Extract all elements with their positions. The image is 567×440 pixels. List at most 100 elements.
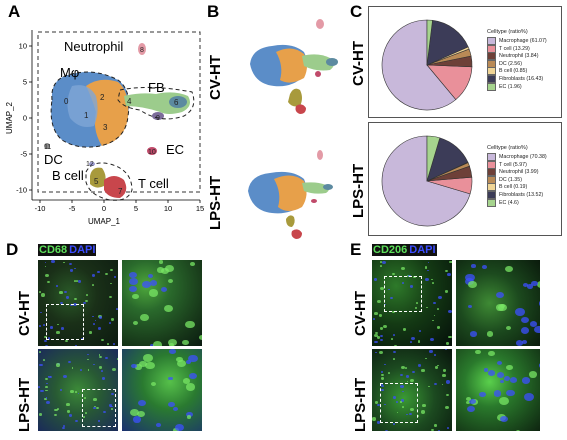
stained-cell (75, 280, 78, 282)
nucleus (44, 261, 47, 264)
nucleus (538, 300, 540, 307)
stained-cell (40, 293, 45, 297)
nucleus (60, 327, 64, 330)
legend-item: B cell (0.85) (487, 67, 527, 76)
legend-label: Macrophage (70.38) (499, 154, 547, 160)
nucleus (56, 285, 59, 287)
stained-cell (129, 408, 139, 416)
nucleus (381, 261, 386, 265)
cluster-6: 6 (174, 98, 179, 107)
stained-cell (43, 359, 46, 361)
nucleus (97, 271, 100, 274)
nucleus (92, 274, 96, 277)
nucleus (108, 403, 113, 407)
macrophage-cluster (50, 71, 130, 148)
nucleus (470, 331, 478, 337)
nucleus (38, 385, 41, 388)
nucleus (105, 356, 109, 360)
nucleus (500, 415, 508, 422)
stained-cell (59, 290, 63, 294)
stained-cell (465, 396, 471, 401)
nucleus (392, 350, 397, 354)
cluster-0: 0 (64, 97, 69, 106)
legend-item: EC (4.6) (487, 198, 519, 207)
stained-cell (428, 385, 431, 388)
stained-cell (414, 307, 417, 309)
nucleus (483, 367, 489, 372)
panel-d-row1-label: CV-HT (16, 291, 33, 336)
nucleus (487, 370, 496, 377)
stained-cell (448, 335, 452, 339)
nucleus (399, 373, 403, 377)
stained-cell (374, 331, 379, 335)
nucleus (168, 376, 173, 381)
panel-a-letter: A (8, 2, 21, 21)
stained-cell (108, 295, 112, 298)
panel-b-row1-label: CV-HT (207, 55, 224, 100)
nucleus (539, 361, 540, 370)
nucleus (45, 345, 49, 346)
nucleus (92, 315, 95, 317)
nucleus (186, 411, 194, 418)
y-axis-title: UMAP_2 (5, 101, 14, 134)
nucleus (65, 295, 70, 299)
legend-label: Fibroblasts (16.43) (499, 76, 544, 82)
nucleus (471, 264, 476, 269)
nucleus (468, 304, 473, 309)
stained-cell (421, 369, 425, 372)
nucleus (92, 406, 96, 410)
stained-cell (94, 405, 97, 408)
nucleus (188, 354, 198, 363)
stained-cell (445, 270, 448, 273)
legend-swatch (487, 75, 496, 83)
stained-cell (443, 369, 447, 373)
nucleus (520, 326, 530, 334)
stained-cell (505, 265, 514, 272)
nucleus (110, 405, 113, 408)
stained-cell (140, 314, 149, 321)
stained-cell (106, 343, 109, 345)
micrograph-e-lps-zoom (456, 349, 540, 431)
stained-cell (445, 405, 450, 410)
legend-swatch (487, 153, 496, 161)
x-tick-label: 0 (102, 204, 106, 213)
label-neutrophil: Neutrophil (64, 39, 123, 54)
stained-cell (415, 301, 418, 304)
stained-cell (380, 377, 384, 380)
stained-cell (186, 414, 192, 419)
nucleus (529, 321, 537, 327)
nucleus (433, 382, 438, 386)
nucleus (98, 327, 102, 330)
legend-swatch (487, 183, 496, 192)
nucleus (44, 339, 47, 342)
stained-cell (406, 380, 409, 383)
micrograph-d-cv-zoom (122, 260, 202, 346)
legend-item: EC (1.96) (487, 82, 522, 91)
x-tick-label: -10 (35, 204, 46, 213)
legend-item: Fibroblasts (16.43) (487, 75, 543, 83)
legend-label: Neutrophil (3.99) (499, 169, 539, 176)
nucleus (39, 363, 43, 367)
stained-cell (432, 319, 435, 322)
nucleus (447, 272, 451, 276)
nucleus (74, 267, 76, 270)
legend-item: Fibroblasts (13.52) (487, 191, 543, 199)
nucleus (515, 339, 524, 346)
stained-cell (434, 424, 437, 427)
nucleus (92, 323, 95, 326)
stained-cell (73, 280, 76, 282)
stained-cell (374, 312, 378, 316)
legend-swatch (487, 59, 496, 68)
nucleus (69, 262, 72, 265)
nucleus (384, 430, 389, 431)
nucleus (417, 364, 422, 368)
legend-item: T cell (5.97) (487, 160, 527, 169)
stained-cell (157, 267, 164, 273)
stained-cell (167, 338, 177, 346)
cluster-12: 12 (86, 161, 94, 168)
stained-cell (392, 357, 395, 360)
stained-cell (56, 331, 60, 334)
nucleus (496, 291, 505, 299)
nucleus (377, 403, 380, 406)
